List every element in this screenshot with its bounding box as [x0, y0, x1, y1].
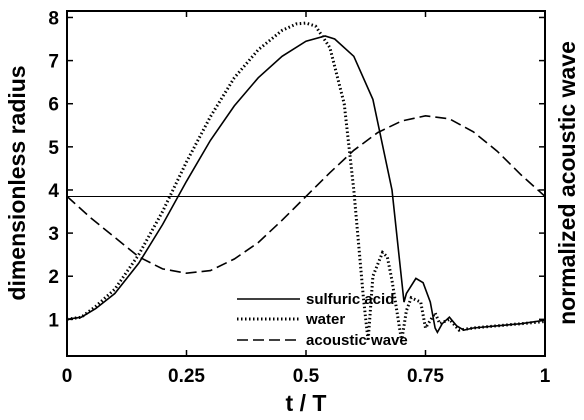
y2-axis-title: normalized acoustic wave — [554, 41, 580, 325]
series-acoustic-wave — [66, 114, 546, 275]
y-tick-label: 3 — [48, 224, 59, 245]
series-water — [66, 21, 546, 342]
legend-label-acoustic-wave: acoustic wave — [306, 332, 408, 349]
series-layer — [66, 21, 546, 342]
y-tick-label: 2 — [48, 267, 59, 288]
y-tick-label: 7 — [48, 52, 59, 73]
ticks-layer: 0 0.25 0.5 0.75 1 1 2 3 4 5 6 7 8 — [48, 8, 550, 387]
series-sulfuric-acid — [66, 35, 546, 334]
legend-label-sulfuric-acid: sulfuric acid — [306, 291, 394, 308]
y-tick-label: 6 — [48, 95, 59, 116]
y-tick-label: 5 — [48, 138, 59, 159]
y-tick-label: 8 — [48, 8, 59, 29]
x-tick-label: 0 — [62, 366, 73, 387]
legend: sulfuric acid water acoustic wave — [237, 291, 408, 349]
y-axis-title: dimensionless radius — [4, 65, 30, 300]
y-tick-label: 4 — [48, 181, 59, 202]
x-tick-label: 0.25 — [168, 366, 205, 387]
x-tick-label: 0.5 — [293, 366, 320, 387]
x-axis-title: t / T — [286, 390, 327, 416]
legend-label-water: water — [305, 311, 345, 328]
x-tick-label: 0.75 — [407, 366, 444, 387]
x-tick-label: 1 — [540, 366, 551, 387]
y-tick-label: 1 — [48, 310, 59, 331]
